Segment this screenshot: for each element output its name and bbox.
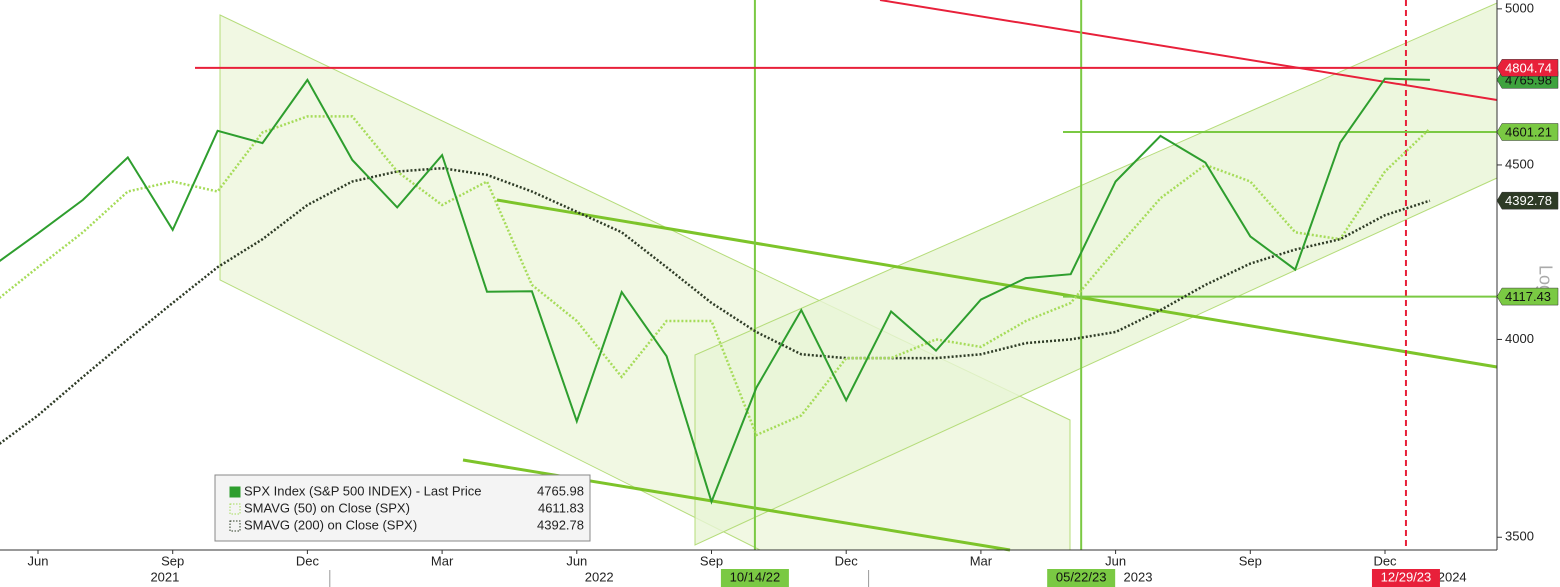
legend-swatch bbox=[229, 486, 241, 498]
legend-label: SPX Index (S&P 500 INDEX) - Last Price bbox=[244, 483, 481, 498]
series-line bbox=[0, 115, 1431, 437]
axis-tag-label: 4804.74 bbox=[1505, 60, 1552, 75]
plot bbox=[0, 0, 1497, 550]
date-tag bbox=[1371, 569, 1440, 587]
x-tick-label: Mar bbox=[970, 553, 993, 568]
series-line bbox=[0, 77, 1430, 505]
x-tick-label: Dec bbox=[296, 553, 320, 568]
date-tag-label: 10/14/22 bbox=[730, 569, 781, 584]
legend-swatch bbox=[229, 503, 241, 515]
axis-tag bbox=[1496, 59, 1559, 77]
date-tag-label: 12/29/23 bbox=[1381, 569, 1432, 584]
legend-value: 4765.98 bbox=[537, 483, 584, 498]
x-tick-label: Jun bbox=[28, 553, 49, 568]
y-tick-label: 4000 bbox=[1505, 331, 1534, 346]
legend-value: 4392.78 bbox=[537, 517, 584, 532]
axis-tag-label: 4601.21 bbox=[1505, 124, 1552, 139]
y-axis-label: Log bbox=[1535, 265, 1555, 295]
channels bbox=[219, 0, 1498, 552]
axis-tag-label: 4117.43 bbox=[1505, 289, 1551, 304]
x-tick-label: Jun bbox=[1105, 553, 1126, 568]
x-tick-label: Sep bbox=[1239, 553, 1262, 568]
legend bbox=[214, 474, 591, 542]
axis-tag bbox=[1496, 287, 1559, 306]
axis-tag bbox=[1496, 191, 1559, 210]
x-tick-label: Mar bbox=[431, 553, 454, 568]
date-tag bbox=[1047, 569, 1116, 587]
year-label: 2024 bbox=[1438, 569, 1467, 584]
axis-tag-label: 4392.78 bbox=[1505, 193, 1552, 208]
date-tag-label: 05/22/23 bbox=[1056, 569, 1107, 584]
x-tick-label: Sep bbox=[700, 553, 723, 568]
x-tick-label: Jun bbox=[566, 553, 587, 568]
date-tag bbox=[720, 569, 789, 587]
series-line bbox=[0, 166, 1431, 445]
year-label: 2023 bbox=[1124, 569, 1153, 584]
y-tick-label: 5000 bbox=[1505, 0, 1534, 15]
legend-swatch bbox=[229, 520, 241, 532]
x-tick-label: Dec bbox=[1373, 553, 1397, 568]
year-label: 2022 bbox=[585, 569, 614, 584]
resistance-line bbox=[879, 0, 1498, 101]
x-tick-label: Dec bbox=[835, 553, 859, 568]
legend-label: SMAVG (200) on Close (SPX) bbox=[244, 517, 417, 532]
legend-value: 4611.83 bbox=[538, 500, 584, 515]
trend-line bbox=[496, 198, 1498, 369]
legend-label: SMAVG (50) on Close (SPX) bbox=[244, 500, 410, 515]
y-tick-label: 4500 bbox=[1505, 156, 1534, 171]
x-tick-label: Sep bbox=[161, 553, 184, 568]
legend-box bbox=[214, 474, 591, 542]
y-tick-label: 3500 bbox=[1505, 529, 1534, 544]
axis-tag bbox=[1496, 123, 1559, 141]
year-label: 2021 bbox=[150, 569, 179, 584]
